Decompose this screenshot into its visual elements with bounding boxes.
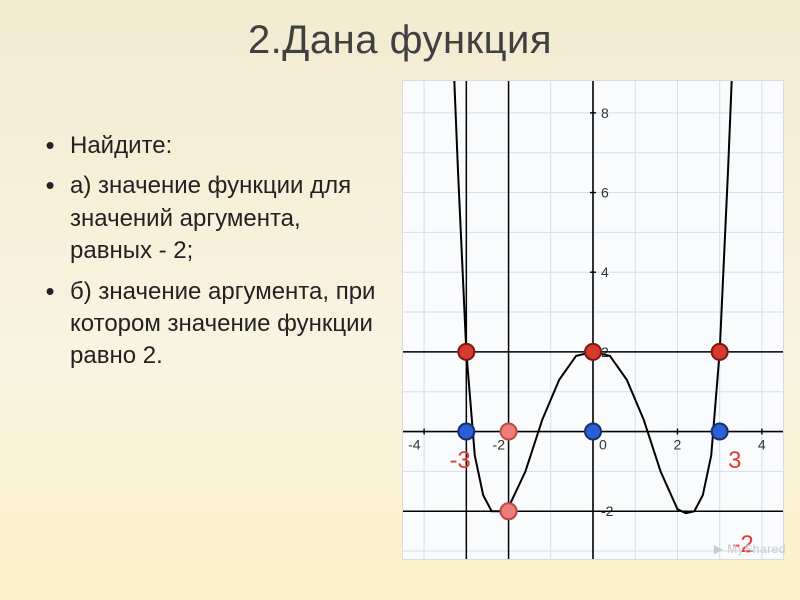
problem-text: • Найдите: • а) значение функции для зна… <box>30 130 380 381</box>
watermark: ▶ MyShared <box>714 542 786 556</box>
list-item: • Найдите: <box>30 130 380 162</box>
function-chart: -4-2024-22468 -33-2 <box>402 80 784 560</box>
slide-title: 2.Дана функция <box>0 18 800 63</box>
annotation-label: 3 <box>728 447 741 475</box>
svg-text:-4: -4 <box>408 437 421 453</box>
bullet-icon: • <box>30 276 70 373</box>
svg-text:4: 4 <box>601 264 609 280</box>
bullet-icon: • <box>30 130 70 162</box>
list-item-text: а) значение функции для значений аргумен… <box>70 170 380 267</box>
list-item: • б) значение аргумента, при котором зна… <box>30 276 380 373</box>
list-item-text: б) значение аргумента, при котором значе… <box>70 276 380 373</box>
list-item: • а) значение функции для значений аргум… <box>30 170 380 267</box>
svg-text:8: 8 <box>601 105 609 121</box>
list-item-text: Найдите: <box>70 130 380 162</box>
bullet-icon: • <box>30 170 70 267</box>
watermark-text: MyShared <box>727 542 786 556</box>
annotation-label: -3 <box>449 447 470 475</box>
svg-text:4: 4 <box>758 437 766 453</box>
svg-text:-2: -2 <box>493 437 506 453</box>
svg-text:6: 6 <box>601 185 609 201</box>
svg-text:0: 0 <box>599 437 607 453</box>
svg-text:2: 2 <box>673 437 681 453</box>
